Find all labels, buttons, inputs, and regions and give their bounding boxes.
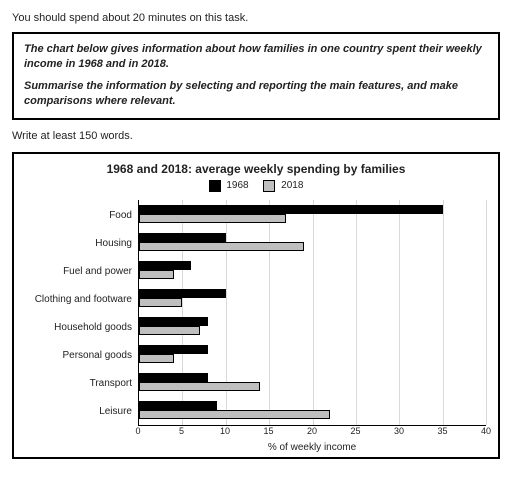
bar-2018 [139, 326, 200, 335]
legend-label-2018: 2018 [281, 180, 303, 191]
category-label: Household goods [26, 314, 138, 342]
task-prompt-2: Summarise the information by selecting a… [24, 79, 488, 110]
bar-2018 [139, 298, 182, 307]
x-tick: 15 [263, 426, 273, 436]
bar-2018 [139, 382, 260, 391]
chart-title: 1968 and 2018: average weekly spending b… [26, 162, 486, 176]
x-axis-label: % of weekly income [138, 442, 486, 453]
category-label: Leisure [26, 398, 138, 426]
x-axis-ticks: 0510152025303540 [138, 426, 486, 440]
x-tick: 10 [220, 426, 230, 436]
x-tick: 0 [135, 426, 140, 436]
bar-1968 [139, 401, 217, 410]
min-word-note: Write at least 150 words. [12, 130, 500, 142]
category-label: Housing [26, 230, 138, 258]
x-tick: 35 [437, 426, 447, 436]
legend-swatch-1968 [209, 180, 221, 192]
x-tick: 30 [394, 426, 404, 436]
legend-item-1968: 1968 [209, 180, 252, 191]
bar-group [139, 340, 486, 368]
bar-group [139, 256, 486, 284]
bar-1968 [139, 373, 208, 382]
bar-2018 [139, 242, 304, 251]
category-label: Fuel and power [26, 258, 138, 286]
x-tick: 5 [179, 426, 184, 436]
bar-1968 [139, 317, 208, 326]
bar-group [139, 368, 486, 396]
category-labels-column: FoodHousingFuel and powerClothing and fo… [26, 200, 138, 426]
bar-2018 [139, 354, 174, 363]
category-label: Personal goods [26, 342, 138, 370]
bar-2018 [139, 214, 286, 223]
plot-area [138, 200, 486, 426]
legend-swatch-2018 [263, 180, 275, 192]
chart-body: FoodHousingFuel and powerClothing and fo… [26, 200, 486, 426]
bar-group [139, 396, 486, 424]
bars-layer [139, 200, 486, 424]
category-label: Transport [26, 370, 138, 398]
x-tick: 40 [481, 426, 491, 436]
x-tick: 25 [350, 426, 360, 436]
legend-label-1968: 1968 [226, 180, 248, 191]
category-label: Clothing and footware [26, 286, 138, 314]
bar-1968 [139, 289, 226, 298]
category-label: Food [26, 202, 138, 230]
legend-item-2018: 2018 [263, 180, 303, 191]
task-prompt-box: The chart below gives information about … [12, 32, 500, 120]
bar-group [139, 200, 486, 228]
gridline [486, 200, 487, 425]
bar-group [139, 228, 486, 256]
bar-group [139, 312, 486, 340]
bar-2018 [139, 270, 174, 279]
bar-1968 [139, 233, 226, 242]
chart-legend: 1968 2018 [26, 180, 486, 192]
bar-1968 [139, 345, 208, 354]
chart-container: 1968 and 2018: average weekly spending b… [12, 152, 500, 459]
task-prompt-1: The chart below gives information about … [24, 42, 488, 73]
bar-1968 [139, 261, 191, 270]
task-time-note: You should spend about 20 minutes on thi… [12, 12, 500, 24]
bar-1968 [139, 205, 443, 214]
x-tick: 20 [307, 426, 317, 436]
bar-group [139, 284, 486, 312]
bar-2018 [139, 410, 330, 419]
